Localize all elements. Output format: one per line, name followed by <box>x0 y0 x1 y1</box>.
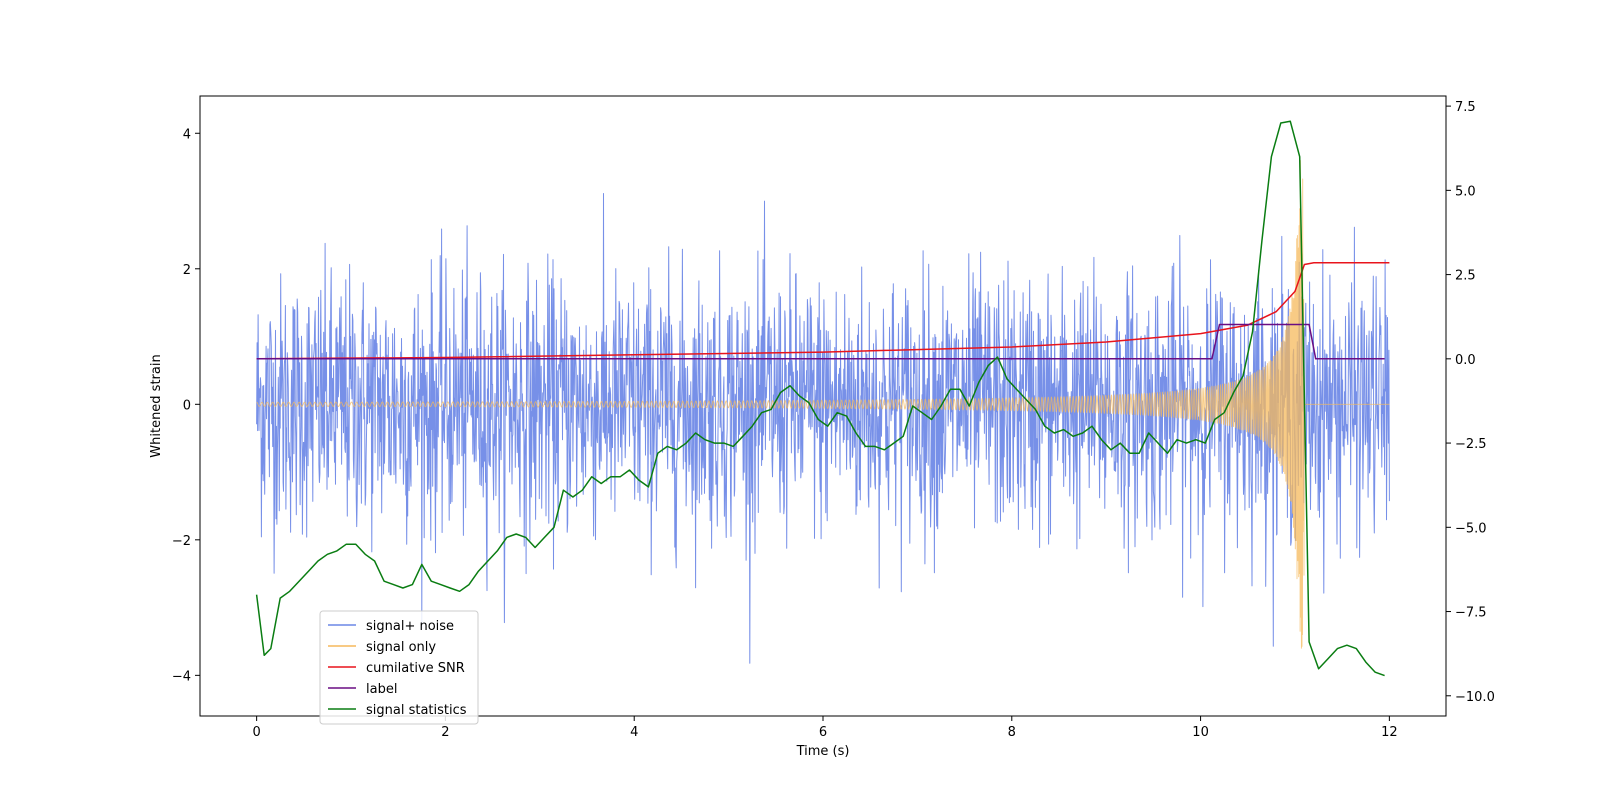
y-right-tick-label: −7.5 <box>1455 606 1487 621</box>
x-tick-label: 0 <box>252 725 260 740</box>
series-signal-noise-line <box>256 193 1390 664</box>
y-right-tick-label: 7.5 <box>1455 100 1476 115</box>
y-left-tick-label: 2 <box>183 263 191 278</box>
x-tick-label: 12 <box>1381 725 1398 740</box>
y-left-tick-label: 0 <box>183 398 191 413</box>
y-right-tick-label: 2.5 <box>1455 269 1476 284</box>
x-tick-label: 10 <box>1192 725 1209 740</box>
x-tick-label: 2 <box>441 725 449 740</box>
x-tick-label: 8 <box>1008 725 1016 740</box>
x-tick-label: 6 <box>819 725 827 740</box>
series-cumilative-snr-line <box>256 262 1390 360</box>
y-axis-right: −10.0 −7.5 −5.0 −2.5 0.0 2.5 5.0 7.5 <box>1446 100 1495 705</box>
series-signal-statistics-line <box>255 120 1385 677</box>
y-right-tick-label: −5.0 <box>1455 521 1487 536</box>
plot-area <box>255 120 1390 677</box>
y-left-tick-label: −4 <box>172 669 191 684</box>
y-right-tick-label: 5.0 <box>1455 184 1476 199</box>
y-right-tick-label: −10.0 <box>1455 690 1495 705</box>
legend: signal+ noise signal only cumilative SNR la… <box>319 610 479 725</box>
legend-box <box>319 610 479 725</box>
x-tick-label: 4 <box>630 725 638 740</box>
legend-label: label <box>366 682 397 697</box>
y-right-tick-label: 0.0 <box>1455 353 1476 368</box>
y-right-tick-label: −2.5 <box>1455 437 1487 452</box>
x-axis-label: Time (s) <box>796 744 850 759</box>
legend-label: signal statistics <box>366 703 467 718</box>
y-axis-label: Whitened strain <box>149 354 164 457</box>
series-signal-only-line <box>256 159 1390 649</box>
y-axis-left: −4 −2 0 2 4 <box>172 127 200 684</box>
series-label-line <box>256 323 1385 360</box>
y-left-tick-label: 4 <box>183 127 191 142</box>
legend-label: signal+ noise <box>366 619 454 634</box>
legend-label: cumilative SNR <box>366 661 465 676</box>
legend-label: signal only <box>366 640 436 655</box>
y-left-tick-label: −2 <box>172 534 191 549</box>
